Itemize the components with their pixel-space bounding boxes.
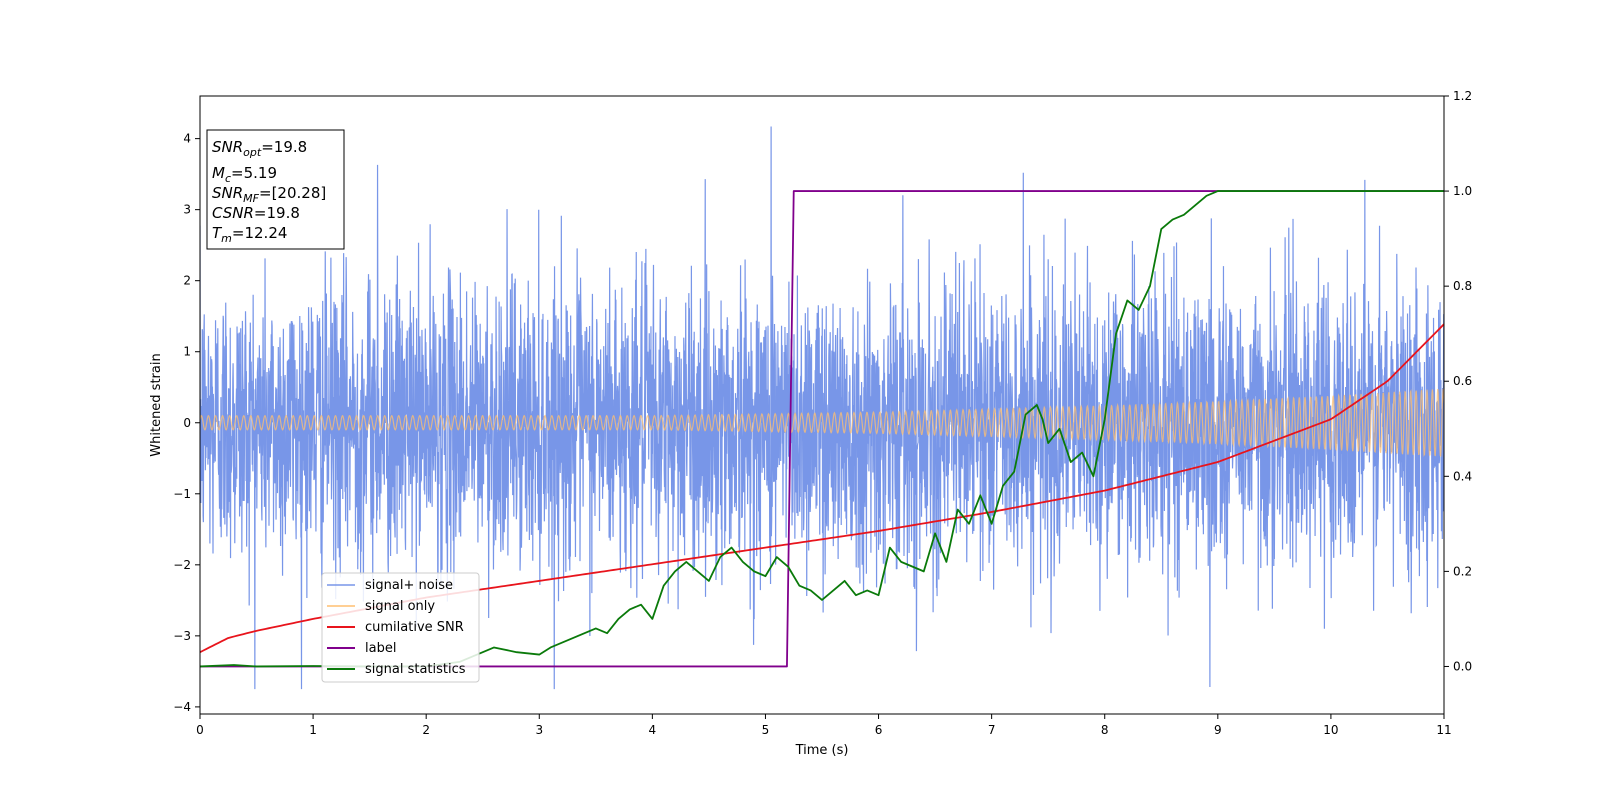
annotation-frame bbox=[206, 129, 345, 250]
series-line-signal-only bbox=[200, 388, 1444, 458]
y2-tick-label: 0.0 bbox=[1453, 659, 1472, 673]
legend-entry: signal+ noise bbox=[365, 578, 453, 593]
y2-tick-label: 0.2 bbox=[1453, 564, 1472, 578]
y-tick-label: 0 bbox=[183, 416, 191, 430]
y-tick-label: 2 bbox=[183, 274, 191, 288]
y-tick-label: 1 bbox=[183, 345, 191, 359]
legend-entry: cumilative SNR bbox=[365, 620, 464, 635]
y-tick-label: −3 bbox=[173, 629, 191, 643]
y-tick-label: −2 bbox=[173, 558, 191, 572]
series-line-label bbox=[200, 190, 1444, 668]
y2-tick-label: 1.2 bbox=[1453, 89, 1472, 103]
legend: signal+ noise signal only cumilative SNR la… bbox=[321, 572, 480, 683]
annotation-box: SNRopt=19.8 Mc=5.19SNRMF=[20.28]CSNR=19.8… bbox=[206, 129, 345, 250]
x-tick-label: 0 bbox=[196, 723, 204, 737]
series-line-signal-noise bbox=[200, 126, 1444, 690]
annotation-line: CSNR=19.8 bbox=[212, 204, 300, 222]
x-tick-label: 2 bbox=[422, 723, 430, 737]
x-axis-label: Time (s) bbox=[795, 743, 849, 758]
y-tick-label: −1 bbox=[173, 487, 191, 501]
plot-frame bbox=[199, 95, 1445, 715]
annotation-line: SNRMF=[20.28] bbox=[212, 184, 326, 205]
y2-tick-label: 1.0 bbox=[1453, 184, 1472, 198]
x-tick-label: 11 bbox=[1436, 723, 1451, 737]
axes-layer: 0 1 2 3 4 5 6 7 8 9 10 11 −4 −3 −2 −1 0 1 2 3 4 0.0 0.2 0.4 0.6 0… bbox=[173, 89, 1472, 737]
annotation-line: SNRopt=19.8 bbox=[212, 138, 307, 159]
y-axis-label: Whitened strain bbox=[149, 353, 164, 456]
x-tick-label: 6 bbox=[875, 723, 883, 737]
y-tick-label: 3 bbox=[183, 203, 191, 217]
x-tick-label: 8 bbox=[1101, 723, 1109, 737]
x-tick-label: 7 bbox=[988, 723, 996, 737]
legend-entry: signal statistics bbox=[365, 662, 466, 677]
y-tick-label: 4 bbox=[183, 132, 191, 146]
x-tick-label: 10 bbox=[1323, 723, 1338, 737]
y2-tick-label: 0.4 bbox=[1453, 469, 1472, 483]
x-tick-label: 1 bbox=[309, 723, 317, 737]
series-line-signal-statistics bbox=[200, 190, 1444, 668]
y-tick-label: −4 bbox=[173, 700, 191, 714]
x-tick-label: 3 bbox=[535, 723, 543, 737]
legend-entry: signal only bbox=[365, 599, 435, 614]
annotation-line: Tm=12.24 bbox=[212, 224, 287, 245]
y2-tick-label: 0.8 bbox=[1453, 279, 1472, 293]
x-tick-label: 4 bbox=[649, 723, 657, 737]
y2-tick-label: 0.6 bbox=[1453, 374, 1472, 388]
legend-frame bbox=[321, 572, 480, 683]
legend-entry: label bbox=[365, 641, 396, 656]
x-tick-label: 9 bbox=[1214, 723, 1222, 737]
x-tick-label: 5 bbox=[762, 723, 770, 737]
annotation-line: Mc=5.19 bbox=[212, 164, 277, 185]
